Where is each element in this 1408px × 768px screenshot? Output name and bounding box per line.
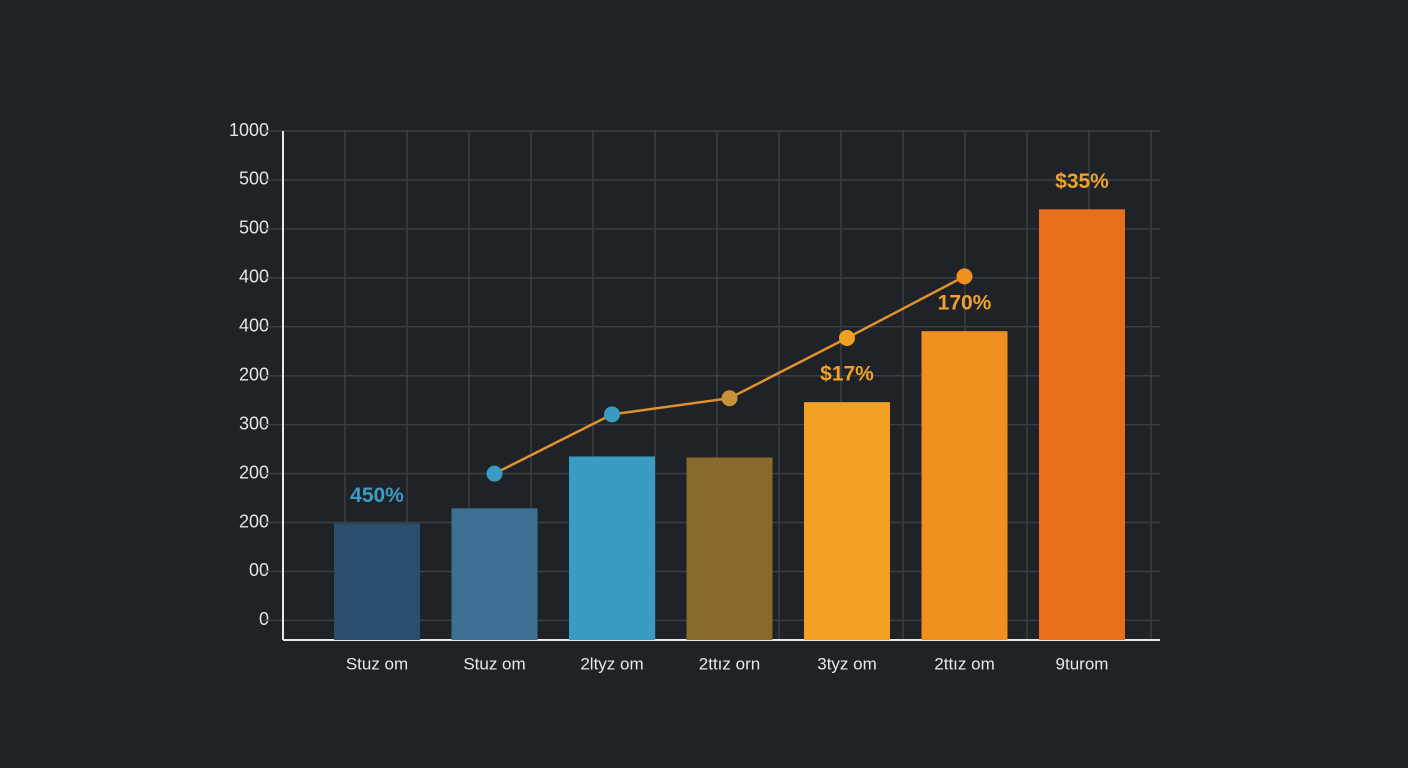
y-tick-label: 00 bbox=[249, 560, 269, 580]
y-tick-label: 0 bbox=[259, 609, 269, 629]
bar bbox=[1039, 209, 1125, 641]
line-point bbox=[604, 406, 620, 423]
bar bbox=[921, 331, 1008, 640]
data-label: $35% bbox=[1055, 170, 1109, 193]
y-tick-label: 300 bbox=[239, 413, 269, 433]
y-tick-label: 400 bbox=[239, 267, 269, 287]
line-point bbox=[839, 330, 855, 347]
y-tick-label: 500 bbox=[239, 218, 269, 238]
y-tick-label: 1000 bbox=[229, 120, 269, 140]
bar bbox=[686, 457, 773, 640]
y-tick-label: 200 bbox=[239, 511, 269, 531]
x-tick-label: 2ttız om bbox=[934, 654, 994, 673]
y-tick-label: 400 bbox=[239, 316, 269, 336]
line-point bbox=[721, 390, 738, 407]
line-point bbox=[956, 268, 973, 285]
x-tick-label: 9turom bbox=[1056, 654, 1109, 673]
x-tick-label: 3tyz om bbox=[817, 654, 877, 673]
y-tick-label: 500 bbox=[239, 169, 269, 189]
bar bbox=[334, 523, 420, 640]
data-label: 170% bbox=[938, 292, 992, 315]
line-point bbox=[486, 465, 503, 482]
x-tick-label: 2ltyz om bbox=[580, 654, 643, 673]
y-tick-label: 200 bbox=[239, 462, 269, 482]
x-tick-label: Stuz om bbox=[463, 654, 525, 673]
bar bbox=[569, 456, 655, 640]
y-tick-label: 200 bbox=[239, 364, 269, 384]
data-label: $17% bbox=[820, 363, 874, 386]
x-tick-label: 2ttız orn bbox=[699, 654, 760, 673]
bar bbox=[804, 402, 890, 640]
bar bbox=[451, 508, 538, 640]
data-label: 450% bbox=[350, 484, 404, 507]
x-tick-label: Stuz om bbox=[346, 654, 408, 673]
